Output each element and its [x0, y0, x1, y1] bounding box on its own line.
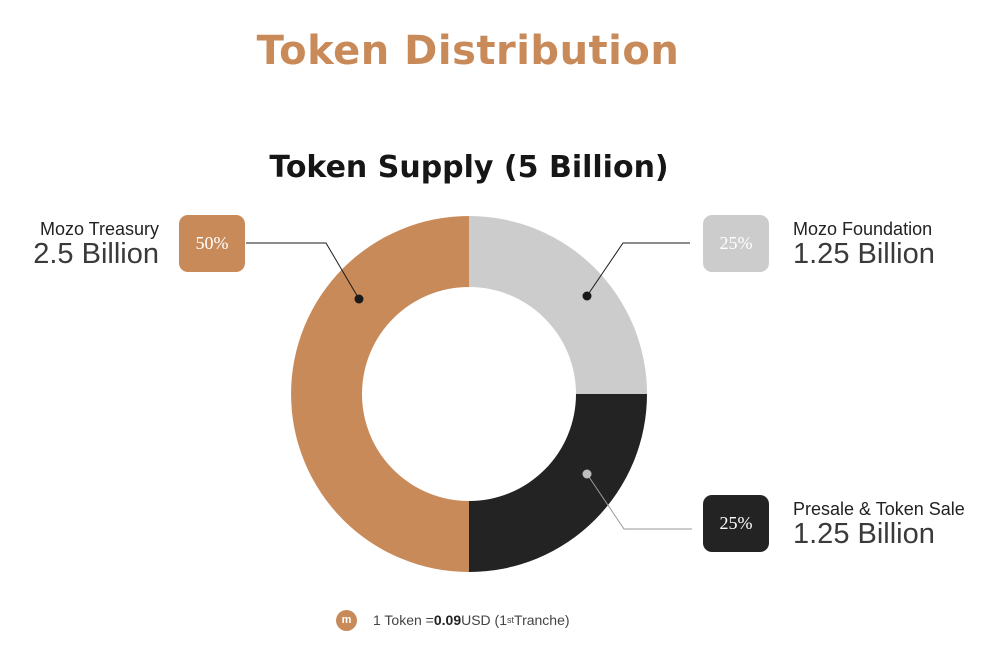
page-title: Token Distribution	[256, 28, 680, 74]
percent-badge-treasury: 50%	[179, 215, 245, 272]
legend-name-presale: Presale & Token Sale	[793, 499, 965, 519]
legend-name-foundation: Mozo Foundation	[793, 219, 933, 239]
price-value: 0.09	[433, 612, 462, 628]
chart-title: Token Supply (5 Billion)	[269, 150, 669, 185]
donut-slice-treasury	[291, 216, 469, 572]
leader-dot-presale	[582, 469, 592, 479]
donut-slice-presale	[469, 394, 647, 572]
leader-line-foundation	[586, 242, 690, 297]
token-price-note: m 1 Token = 0.09 USD (1 st Tranche)	[336, 609, 570, 631]
percent-badge-foundation: 25%	[703, 215, 769, 272]
donut-slice-foundation	[469, 216, 647, 394]
price-prefix: 1 Token =	[373, 612, 434, 628]
leader-line-presale	[586, 473, 692, 530]
legend-name-treasury: Mozo Treasury	[39, 219, 159, 239]
leader-line-treasury	[246, 242, 360, 300]
mozo-coin-icon: m	[336, 609, 357, 631]
leader-dot-foundation	[582, 291, 592, 301]
legend-amount-treasury: 2.5 Billion	[33, 238, 159, 270]
percent-badge-presale: 25%	[703, 495, 769, 552]
price-suffix: Tranche)	[514, 612, 570, 628]
legend-amount-presale: 1.25 Billion	[793, 518, 935, 550]
legend-amount-foundation: 1.25 Billion	[793, 238, 935, 270]
leader-dot-treasury	[354, 294, 364, 304]
tranche-ordinal: st	[507, 615, 515, 625]
price-currency: USD (1	[461, 612, 508, 628]
